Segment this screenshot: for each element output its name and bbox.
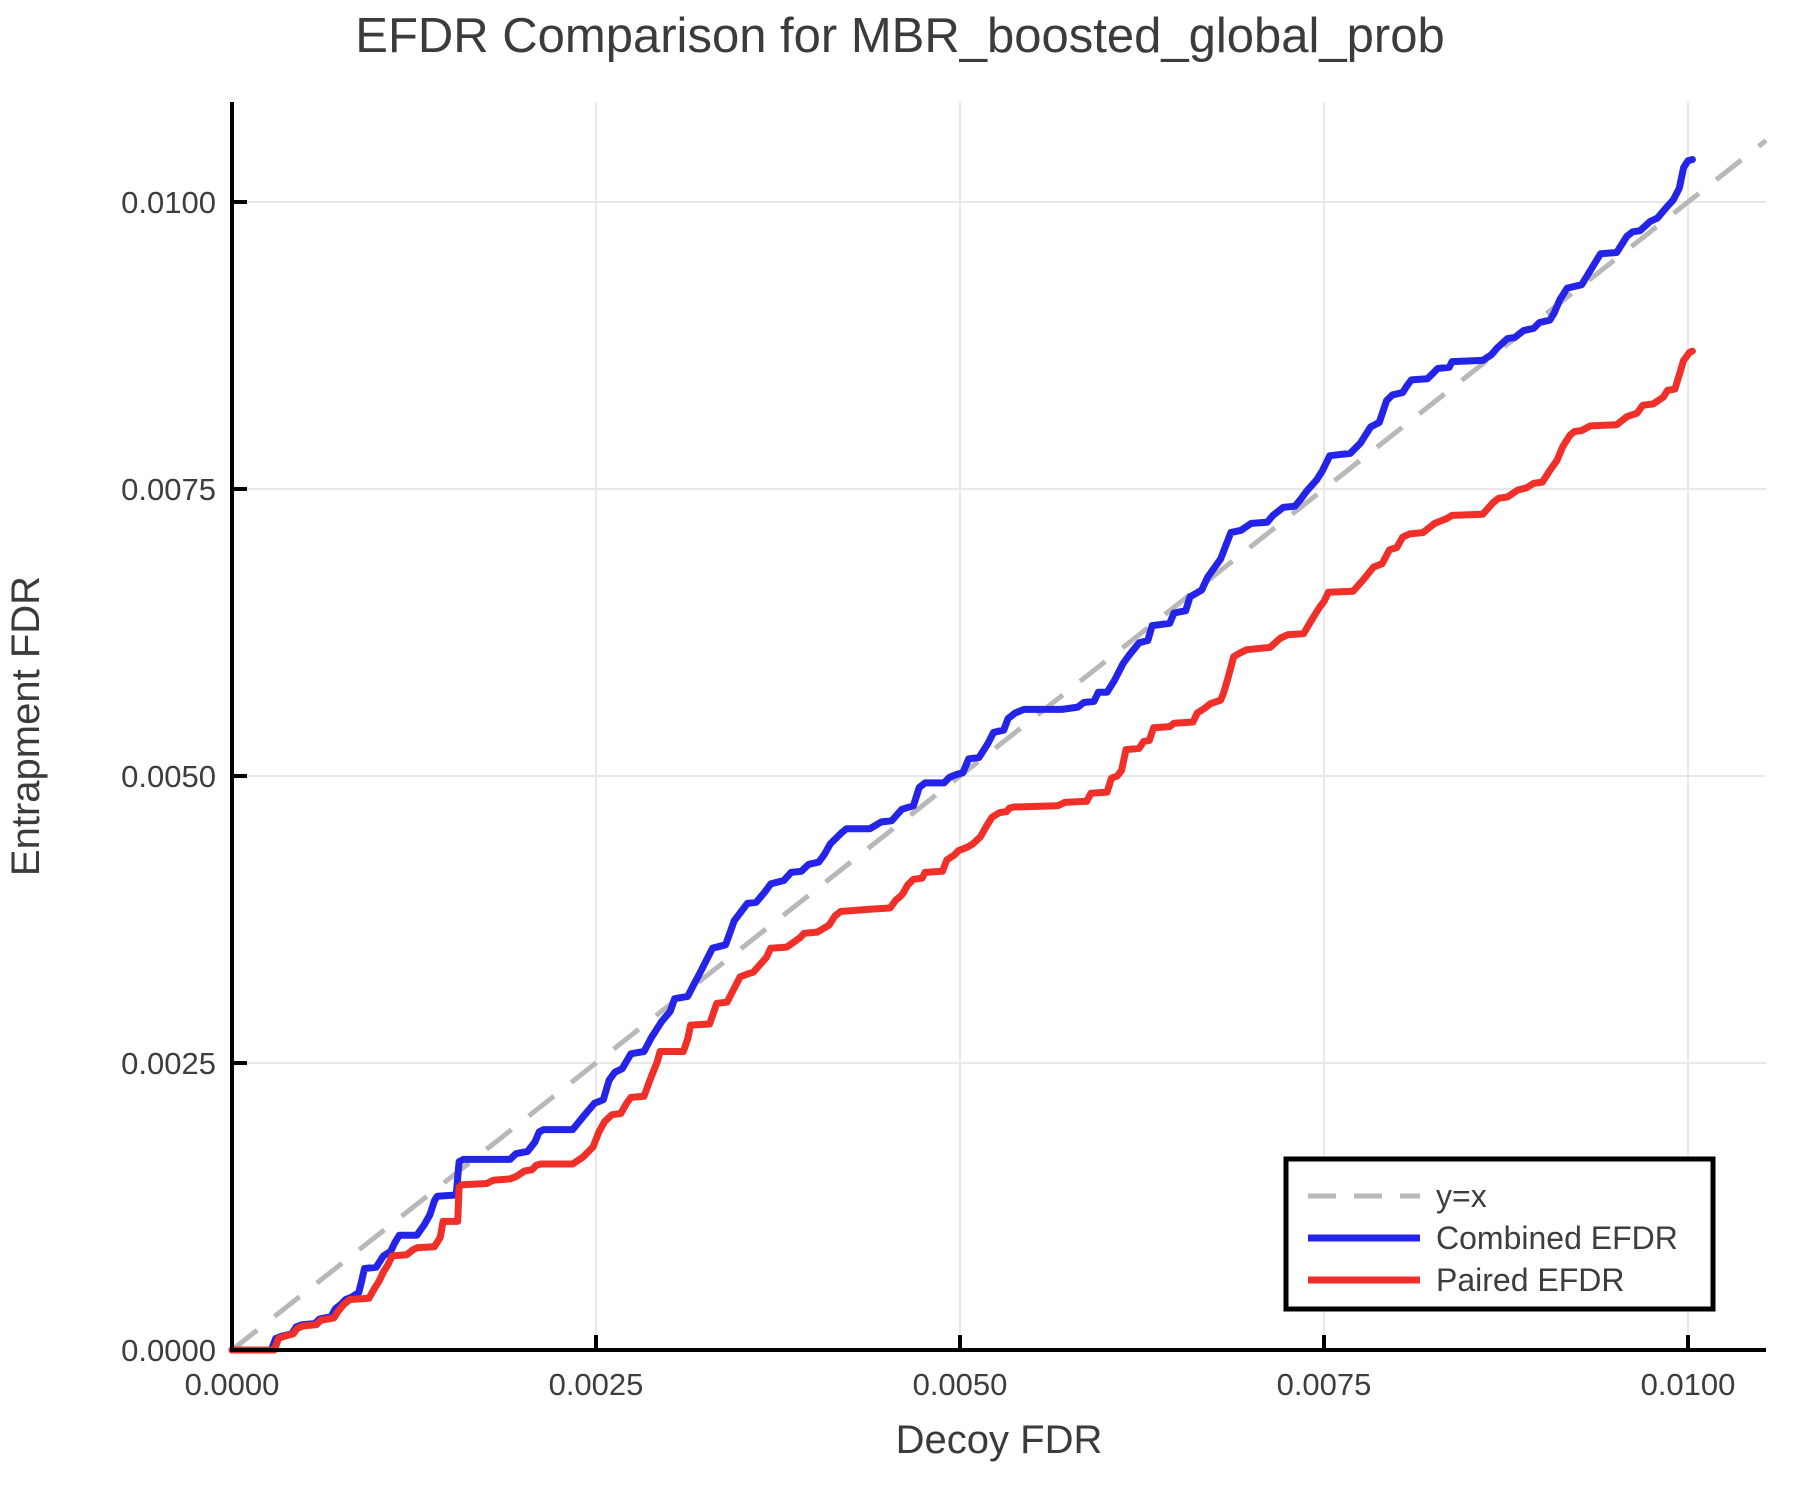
diagonal-reference-line [230, 138, 1768, 1352]
legend-box [1283, 1156, 1716, 1312]
legend-entry-label: y=x [1436, 1178, 1487, 1214]
y-tick-label: 0.0000 [121, 1333, 216, 1368]
y-axis-label: Entrapment FDR [4, 575, 48, 877]
y-tick-label: 0.0025 [121, 1046, 216, 1081]
y-tick-label: 0.0075 [121, 472, 216, 507]
x-tick-label: 0.0100 [1641, 1367, 1736, 1402]
x-tick-label: 0.0025 [549, 1367, 644, 1402]
x-tick-label: 0.0000 [185, 1367, 280, 1402]
legend-entry-label: Combined EFDR [1436, 1220, 1678, 1256]
legend-entry-label: Paired EFDR [1436, 1262, 1625, 1298]
x-axis-label: Decoy FDR [895, 1418, 1103, 1462]
x-tick-label: 0.0050 [913, 1367, 1008, 1402]
series-line-paired-efdr [228, 347, 1696, 1354]
y-tick-label: 0.0050 [121, 759, 216, 794]
chart-title: EFDR Comparison for MBR_boosted_global_p… [355, 9, 1445, 63]
y-tick-label: 0.0100 [121, 185, 216, 220]
series-line-combined-efdr [228, 156, 1696, 1354]
x-tick-label: 0.0075 [1277, 1367, 1372, 1402]
